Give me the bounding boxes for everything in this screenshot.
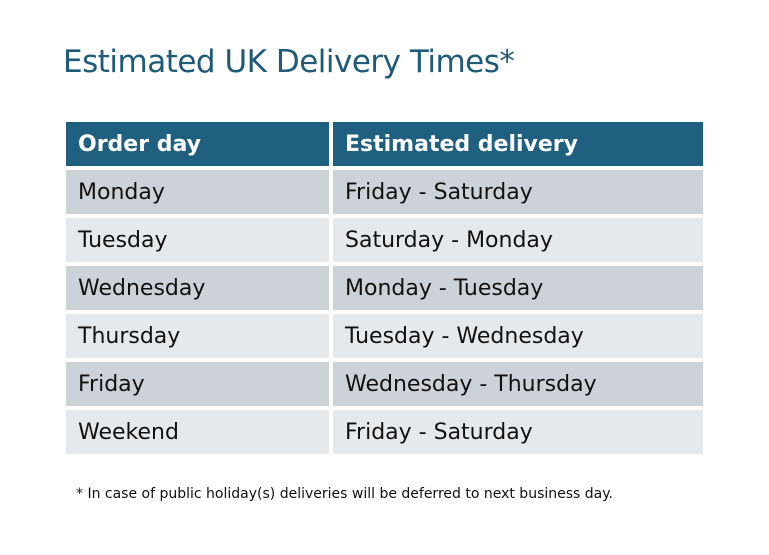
table-row: Friday Wednesday - Thursday — [66, 362, 703, 406]
order-day-cell: Weekend — [66, 410, 329, 454]
delivery-table: Order day Estimated delivery Monday Frida… — [62, 118, 707, 458]
table-row: Wednesday Monday - Tuesday — [66, 266, 703, 310]
table-row: Monday Friday - Saturday — [66, 170, 703, 214]
delivery-cell: Wednesday - Thursday — [333, 362, 703, 406]
delivery-cell: Tuesday - Wednesday — [333, 314, 703, 358]
table-header: Order day Estimated delivery — [66, 122, 703, 166]
delivery-cell: Friday - Saturday — [333, 410, 703, 454]
order-day-cell: Tuesday — [66, 218, 329, 262]
delivery-cell: Friday - Saturday — [333, 170, 703, 214]
delivery-cell: Saturday - Monday — [333, 218, 703, 262]
header-estimated-delivery: Estimated delivery — [333, 122, 703, 166]
table-row: Tuesday Saturday - Monday — [66, 218, 703, 262]
order-day-cell: Wednesday — [66, 266, 329, 310]
page-title: Estimated UK Delivery Times* — [63, 44, 515, 80]
order-day-cell: Monday — [66, 170, 329, 214]
footnote: * In case of public holiday(s) deliverie… — [76, 486, 613, 502]
order-day-cell: Friday — [66, 362, 329, 406]
header-order-day: Order day — [66, 122, 329, 166]
delivery-cell: Monday - Tuesday — [333, 266, 703, 310]
table-row: Thursday Tuesday - Wednesday — [66, 314, 703, 358]
table-row: Weekend Friday - Saturday — [66, 410, 703, 454]
order-day-cell: Thursday — [66, 314, 329, 358]
